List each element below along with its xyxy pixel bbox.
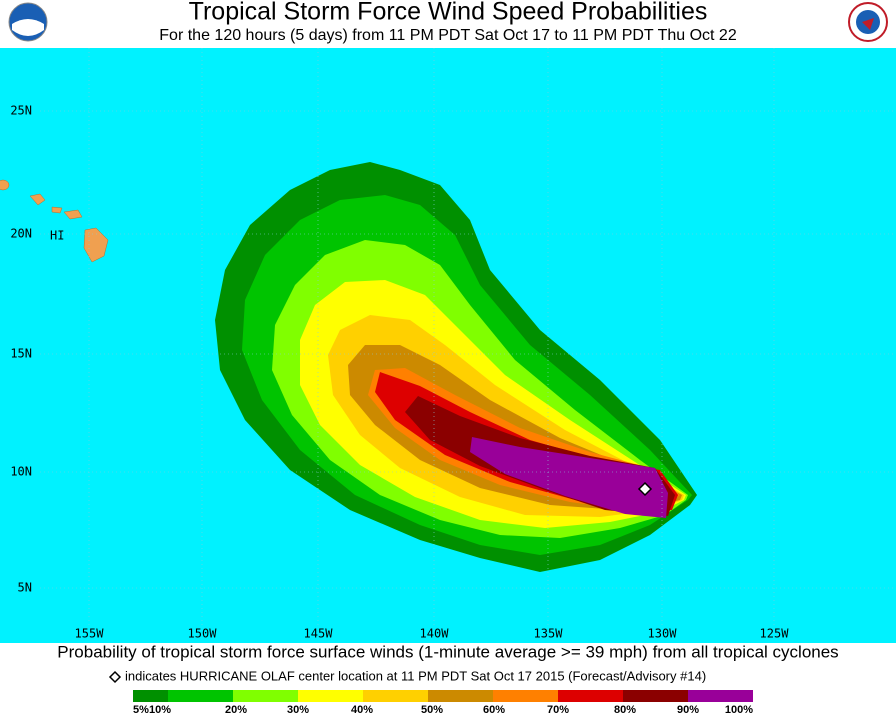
scale-label: 40%: [351, 704, 373, 716]
longitude-label: 135W: [534, 627, 564, 641]
scale-label: 80%: [614, 704, 636, 716]
nws-logo: [848, 2, 888, 42]
scale-segment: [428, 690, 493, 702]
scale-segment: [363, 690, 428, 702]
title: Tropical Storm Force Wind Speed Probabil…: [189, 0, 708, 26]
scale-segment: [623, 690, 688, 702]
latitude-label: 10N: [10, 465, 32, 479]
latitude-label: 25N: [10, 104, 32, 118]
longitude-label: 145W: [304, 627, 334, 641]
scale-segment: [133, 690, 168, 702]
longitude-label: 125W: [760, 627, 790, 641]
contour-band: [470, 437, 668, 518]
noaa-logo: [8, 2, 48, 42]
longitude-label: 150W: [188, 627, 218, 641]
storm-center-marker: [637, 481, 653, 497]
scale-segment: [168, 690, 233, 702]
scale-segment: [298, 690, 363, 702]
latitude-label: 5N: [18, 581, 32, 595]
scale-segment: [688, 690, 753, 702]
longitude-label: 155W: [75, 627, 105, 641]
scale-label: 100%: [725, 704, 753, 716]
latitude-label: 20N: [10, 227, 32, 241]
longitude-label: 130W: [648, 627, 678, 641]
latitude-label: 15N: [10, 347, 32, 361]
marker-note: indicates HURRICANE OLAF center location…: [125, 668, 706, 683]
scale-label: 10%: [149, 704, 171, 716]
place-label: HI: [50, 229, 64, 243]
scale-label: 20%: [225, 704, 247, 716]
longitude-label: 140W: [420, 627, 450, 641]
scale-label: 90%: [677, 704, 699, 716]
scale-label: 30%: [287, 704, 309, 716]
scale-label: 60%: [483, 704, 505, 716]
subtitle: For the 120 hours (5 days) from 11 PM PD…: [159, 27, 737, 44]
scale-label: 70%: [547, 704, 569, 716]
probability-contours: [215, 162, 697, 572]
caption: Probability of tropical storm force surf…: [57, 642, 838, 661]
hawaii-islands: [0, 179, 109, 263]
scale-label: 50%: [421, 704, 443, 716]
scale-segment: [233, 690, 298, 702]
scale-label: 5%: [133, 704, 149, 716]
scale-segment: [558, 690, 623, 702]
scale-segment: [493, 690, 558, 702]
legend-marker: [108, 670, 122, 684]
color-scale: 5% 10% 20% 30% 40% 50% 60% 70% 80% 90% 100%: [133, 690, 753, 716]
